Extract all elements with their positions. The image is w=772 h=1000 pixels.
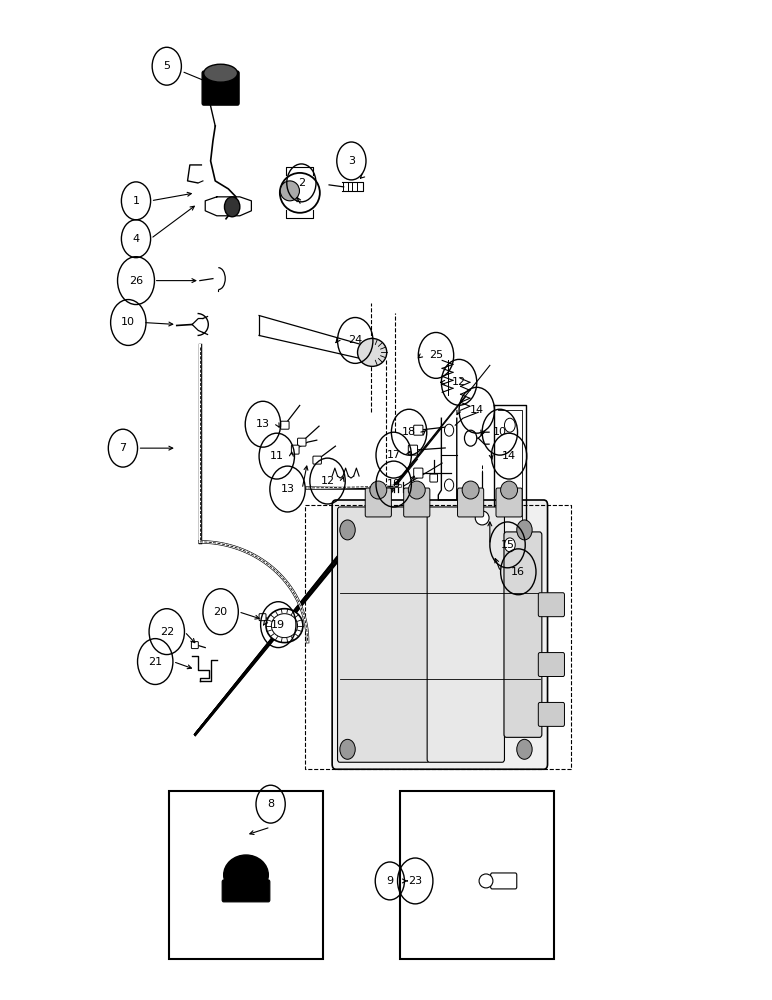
FancyBboxPatch shape <box>280 421 289 429</box>
Text: 24: 24 <box>348 335 362 345</box>
FancyBboxPatch shape <box>504 532 542 737</box>
FancyBboxPatch shape <box>222 880 270 902</box>
Ellipse shape <box>204 64 238 82</box>
Text: 20: 20 <box>214 607 228 617</box>
FancyBboxPatch shape <box>404 488 430 517</box>
Circle shape <box>504 538 515 552</box>
Text: 13: 13 <box>280 484 295 494</box>
Ellipse shape <box>408 481 425 499</box>
FancyBboxPatch shape <box>430 474 438 482</box>
Ellipse shape <box>370 481 387 499</box>
Circle shape <box>445 424 454 436</box>
Ellipse shape <box>462 481 479 499</box>
Text: 25: 25 <box>429 350 443 360</box>
Text: 17: 17 <box>387 450 401 460</box>
Circle shape <box>225 197 240 217</box>
Text: 10: 10 <box>121 317 135 327</box>
Circle shape <box>516 739 532 759</box>
Text: 11: 11 <box>269 451 284 461</box>
FancyBboxPatch shape <box>414 425 423 435</box>
Text: 15: 15 <box>500 540 514 550</box>
Circle shape <box>340 520 355 540</box>
Text: 14: 14 <box>469 405 484 415</box>
Bar <box>400 791 554 959</box>
Text: 21: 21 <box>148 657 162 667</box>
Circle shape <box>504 418 515 432</box>
FancyBboxPatch shape <box>337 507 429 762</box>
Ellipse shape <box>224 855 269 895</box>
Ellipse shape <box>500 481 517 499</box>
Text: 13: 13 <box>256 419 270 429</box>
FancyBboxPatch shape <box>538 653 564 677</box>
Circle shape <box>516 520 532 540</box>
FancyBboxPatch shape <box>538 702 564 726</box>
Text: 18: 18 <box>387 479 401 489</box>
FancyBboxPatch shape <box>414 468 423 478</box>
Text: 9: 9 <box>386 876 394 886</box>
Ellipse shape <box>479 874 493 888</box>
FancyBboxPatch shape <box>332 500 547 769</box>
Circle shape <box>340 739 355 759</box>
Text: 23: 23 <box>408 876 422 886</box>
Text: 5: 5 <box>163 61 171 71</box>
FancyBboxPatch shape <box>313 456 321 464</box>
Text: 22: 22 <box>160 627 174 637</box>
Ellipse shape <box>280 181 300 201</box>
FancyBboxPatch shape <box>538 593 564 617</box>
FancyBboxPatch shape <box>202 71 239 105</box>
Text: 7: 7 <box>120 443 127 453</box>
FancyBboxPatch shape <box>365 488 391 517</box>
Text: 8: 8 <box>267 799 274 809</box>
Text: 2: 2 <box>298 178 305 188</box>
FancyBboxPatch shape <box>458 488 484 517</box>
Text: 12: 12 <box>452 377 466 387</box>
FancyBboxPatch shape <box>297 438 306 446</box>
Circle shape <box>465 430 477 446</box>
FancyBboxPatch shape <box>259 614 266 621</box>
Text: 16: 16 <box>511 567 525 577</box>
Ellipse shape <box>272 614 297 638</box>
FancyBboxPatch shape <box>491 873 516 889</box>
Text: 4: 4 <box>133 234 140 244</box>
FancyBboxPatch shape <box>408 445 418 455</box>
Text: 14: 14 <box>502 451 516 461</box>
Ellipse shape <box>357 338 387 366</box>
Bar <box>169 791 323 959</box>
FancyBboxPatch shape <box>291 445 299 454</box>
Text: 10: 10 <box>493 427 507 437</box>
Text: 19: 19 <box>271 620 286 630</box>
Ellipse shape <box>476 511 489 525</box>
FancyBboxPatch shape <box>496 488 522 517</box>
Ellipse shape <box>279 173 320 213</box>
Text: 12: 12 <box>320 476 334 486</box>
Circle shape <box>445 479 454 491</box>
Ellipse shape <box>266 609 303 643</box>
Text: 3: 3 <box>348 156 355 166</box>
Text: 1: 1 <box>133 196 140 206</box>
Text: 18: 18 <box>402 427 416 437</box>
FancyBboxPatch shape <box>191 642 198 649</box>
Text: 26: 26 <box>129 276 143 286</box>
FancyBboxPatch shape <box>427 507 504 762</box>
